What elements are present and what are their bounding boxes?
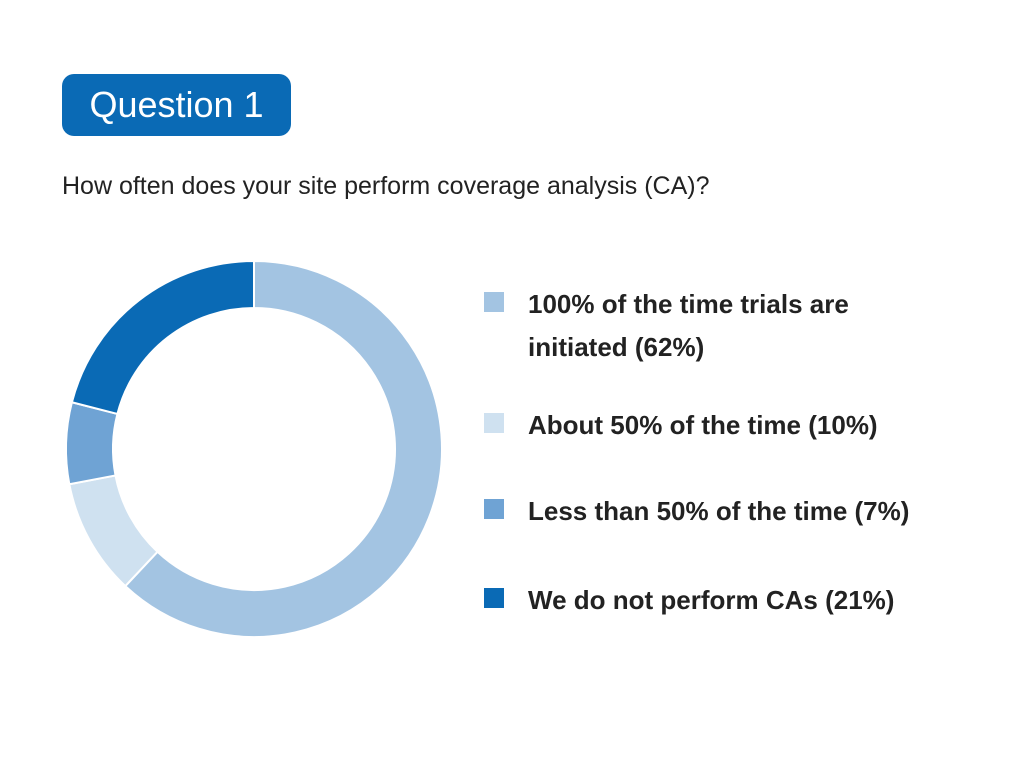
donut-slice: [70, 259, 255, 416]
donut-slice: [65, 401, 119, 486]
chart: [65, 259, 443, 638]
chart-title: Question 1: [62, 74, 291, 136]
chart-subtitle: How often does your site perform coverag…: [62, 172, 710, 200]
legend-swatch: [484, 292, 504, 312]
legend-label: 100% of the time trials are initiated (6…: [528, 289, 849, 362]
legend-item: Less than 50% of the time (7%): [484, 490, 954, 533]
legend-label: Less than 50% of the time (7%): [528, 496, 910, 526]
legend-item: About 50% of the time (10%): [484, 404, 954, 447]
legend-label: About 50% of the time (10%): [528, 410, 878, 440]
legend-item: 100% of the time trials are initiated (6…: [484, 283, 954, 369]
legend-item: We do not perform CAs (21%): [484, 579, 954, 622]
donut-slice: [123, 259, 443, 638]
legend-swatch: [484, 588, 504, 608]
legend-swatch: [484, 413, 504, 433]
legend-swatch: [484, 499, 504, 519]
legend-label: We do not perform CAs (21%): [528, 585, 895, 615]
